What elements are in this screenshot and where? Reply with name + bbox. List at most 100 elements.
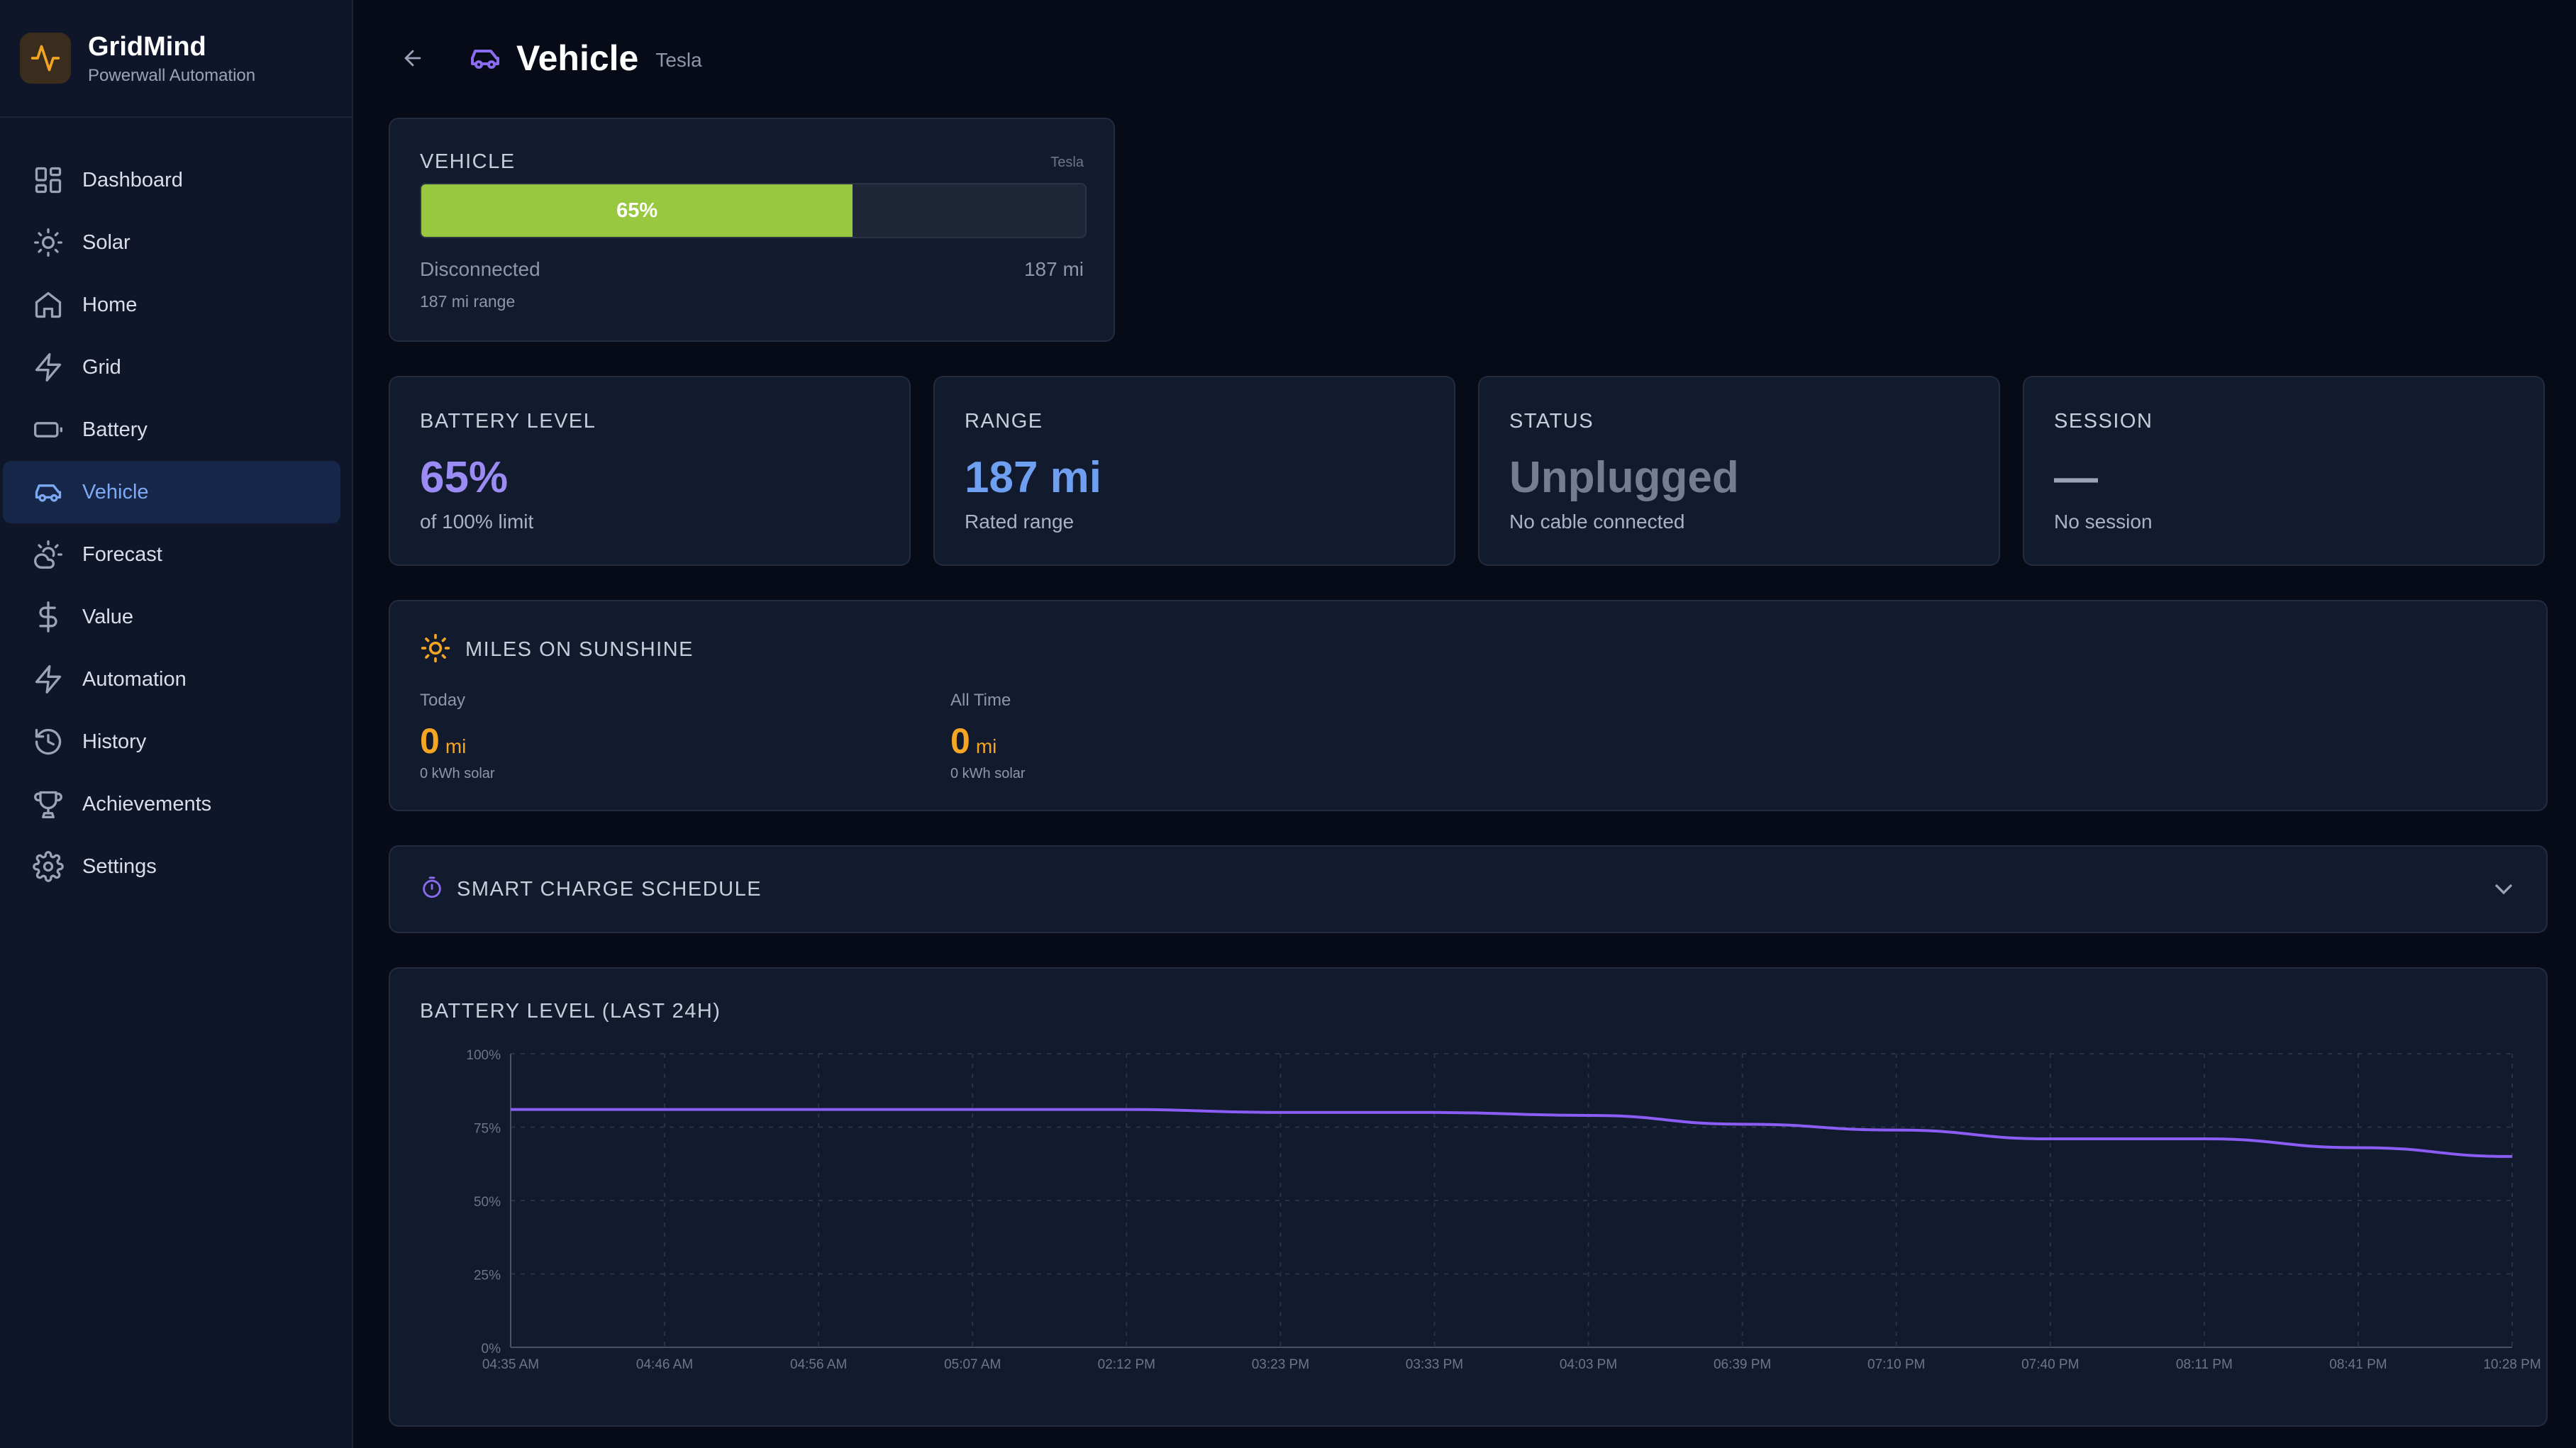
charge-percent: 65% bbox=[616, 199, 658, 222]
sidebar-item-forecast[interactable]: Forecast bbox=[3, 523, 340, 586]
bolt-icon bbox=[31, 350, 65, 384]
charge-bar-fill: 65% bbox=[421, 184, 853, 237]
chart-canvas: 100% 75% 50% 25% 0%04:35 AM 04:46 AM 04:56 AM 0… bbox=[466, 1048, 2541, 1372]
x-tick-label: 03:33 PM bbox=[1406, 1357, 1463, 1372]
x-tick-label: 07:10 PM bbox=[1867, 1357, 1925, 1372]
car-icon bbox=[31, 475, 65, 509]
x-tick-label: 10:28 PM bbox=[2483, 1357, 2541, 1372]
sunshine-all-time-unit: mi bbox=[975, 735, 997, 757]
y-tick-label: 50% bbox=[474, 1195, 501, 1210]
x-tick-label: 04:56 AM bbox=[790, 1357, 847, 1372]
stat-label: SESSION bbox=[2054, 410, 2153, 433]
sun-icon bbox=[31, 225, 65, 260]
sunshine-today-unit: mi bbox=[445, 735, 467, 757]
smart-charge-schedule-toggle[interactable]: SMART CHARGE SCHEDULE bbox=[389, 845, 2548, 933]
miles-on-sunshine-card: MILES ON SUNSHINE Today 0 mi 0 kWh solar … bbox=[389, 600, 2548, 811]
x-tick-label: 08:11 PM bbox=[2176, 1357, 2233, 1372]
sunshine-all-time-detail: 0 kWh solar bbox=[950, 766, 1026, 781]
x-tick-label: 02:12 PM bbox=[1098, 1357, 1155, 1372]
sidebar-item-history[interactable]: History bbox=[3, 711, 340, 773]
x-tick-label: 04:46 AM bbox=[636, 1357, 693, 1372]
brand-header: GridMind Powerwall Automation bbox=[0, 0, 352, 118]
x-tick-label: 04:03 PM bbox=[1560, 1357, 1617, 1372]
x-tick-label: 06:39 PM bbox=[1714, 1357, 1771, 1372]
y-tick-label: 75% bbox=[474, 1122, 501, 1137]
battery-level-card: BATTERY LEVEL 65% of 100% limit bbox=[389, 376, 911, 566]
stat-sub: No cable connected bbox=[1509, 511, 1685, 533]
sunshine-today: Today 0 mi 0 kWh solar bbox=[420, 691, 495, 782]
sidebar-item-label: Dashboard bbox=[82, 168, 183, 191]
x-tick-label: 05:07 AM bbox=[944, 1357, 1001, 1372]
sunshine-today-label: Today bbox=[420, 691, 466, 710]
vehicle-card-label: VEHICLE bbox=[420, 150, 516, 173]
sidebar-item-grid[interactable]: Grid bbox=[3, 336, 340, 399]
stat-sub: Rated range bbox=[965, 511, 1075, 533]
x-tick-label: 03:23 PM bbox=[1252, 1357, 1309, 1372]
sunshine-all-time-label: All Time bbox=[950, 691, 1011, 710]
y-tick-label: 0% bbox=[482, 1342, 501, 1357]
gear-icon bbox=[31, 850, 65, 884]
timer-icon bbox=[420, 876, 444, 903]
stat-value: 65% bbox=[420, 453, 509, 502]
session-card: SESSION — No session bbox=[2023, 376, 2545, 566]
sidebar-item-settings[interactable]: Settings bbox=[3, 835, 340, 898]
sidebar-item-label: Forecast bbox=[82, 542, 162, 566]
sidebar-item-label: Grid bbox=[82, 355, 121, 379]
sidebar-item-label: Home bbox=[82, 293, 138, 316]
chevron-down-icon bbox=[2489, 875, 2518, 907]
bolt-icon bbox=[31, 662, 65, 696]
x-tick-label: 08:41 PM bbox=[2329, 1357, 2387, 1372]
chart-title: BATTERY LEVEL (LAST 24H) bbox=[420, 1000, 721, 1023]
stat-value: Unplugged bbox=[1509, 453, 1739, 502]
schedule-title: SMART CHARGE SCHEDULE bbox=[457, 877, 762, 901]
main-content: Vehicle Tesla VEHICLE Tesla 65% Disconne… bbox=[355, 0, 2576, 1448]
sidebar-item-solar[interactable]: Solar bbox=[3, 211, 340, 274]
brand-name: GridMind bbox=[88, 32, 206, 62]
sunshine-today-detail: 0 kWh solar bbox=[420, 766, 495, 781]
sidebar-item-label: History bbox=[82, 730, 147, 753]
sidebar-item-label: Automation bbox=[82, 667, 187, 691]
sunshine-today-value: 0 bbox=[420, 721, 440, 761]
battery-history-chart: BATTERY LEVEL (LAST 24H) 100% 75% 50% 25% 0%… bbox=[389, 967, 2548, 1427]
cloud-sun-icon bbox=[31, 538, 65, 572]
sidebar-item-label: Solar bbox=[82, 230, 131, 254]
sun-icon bbox=[420, 633, 451, 667]
battery-icon bbox=[31, 413, 65, 447]
x-tick-label: 07:40 PM bbox=[2021, 1357, 2079, 1372]
arrow-left-icon bbox=[404, 50, 421, 67]
dashboard-icon bbox=[31, 163, 65, 197]
y-tick-label: 100% bbox=[466, 1048, 501, 1063]
sidebar-item-achievements[interactable]: Achievements bbox=[3, 773, 340, 835]
pulse-icon bbox=[20, 33, 71, 84]
stat-sub: No session bbox=[2054, 511, 2153, 533]
stat-label: RANGE bbox=[965, 410, 1043, 433]
y-tick-label: 25% bbox=[474, 1269, 501, 1283]
sidebar-item-label: Vehicle bbox=[82, 480, 149, 503]
sunshine-title: MILES ON SUNSHINE bbox=[465, 638, 694, 661]
page-title: Vehicle bbox=[516, 38, 639, 78]
back-button[interactable] bbox=[396, 41, 430, 75]
vehicle-brand: Tesla bbox=[1050, 155, 1084, 170]
sidebar-item-automation[interactable]: Automation bbox=[3, 648, 340, 711]
sidebar: GridMind Powerwall Automation Dashboard S… bbox=[0, 0, 353, 1448]
stat-value: — bbox=[2054, 453, 2098, 502]
sidebar-item-label: Achievements bbox=[82, 792, 212, 815]
sidebar-item-value[interactable]: Value bbox=[3, 586, 340, 648]
history-icon bbox=[31, 725, 65, 759]
charge-bar: 65% bbox=[420, 183, 1087, 238]
sidebar-item-battery[interactable]: Battery bbox=[3, 399, 340, 461]
sidebar-nav: Dashboard Solar Home Grid Battery Vehicle Fore… bbox=[0, 118, 352, 898]
status-card: STATUS Unplugged No cable connected bbox=[1478, 376, 2000, 566]
x-tick-label: 04:35 AM bbox=[482, 1357, 539, 1372]
brand-subtitle: Powerwall Automation bbox=[88, 66, 256, 85]
stat-label: STATUS bbox=[1509, 410, 1594, 433]
dollar-icon bbox=[31, 600, 65, 634]
sidebar-item-home[interactable]: Home bbox=[3, 274, 340, 336]
stat-sub: of 100% limit bbox=[420, 511, 534, 533]
sidebar-item-dashboard[interactable]: Dashboard bbox=[3, 149, 340, 211]
trophy-icon bbox=[31, 787, 65, 821]
sidebar-item-vehicle[interactable]: Vehicle bbox=[3, 461, 340, 523]
home-icon bbox=[31, 288, 65, 322]
car-icon bbox=[467, 40, 504, 77]
vehicle-range-detail: 187 mi range bbox=[420, 292, 516, 311]
